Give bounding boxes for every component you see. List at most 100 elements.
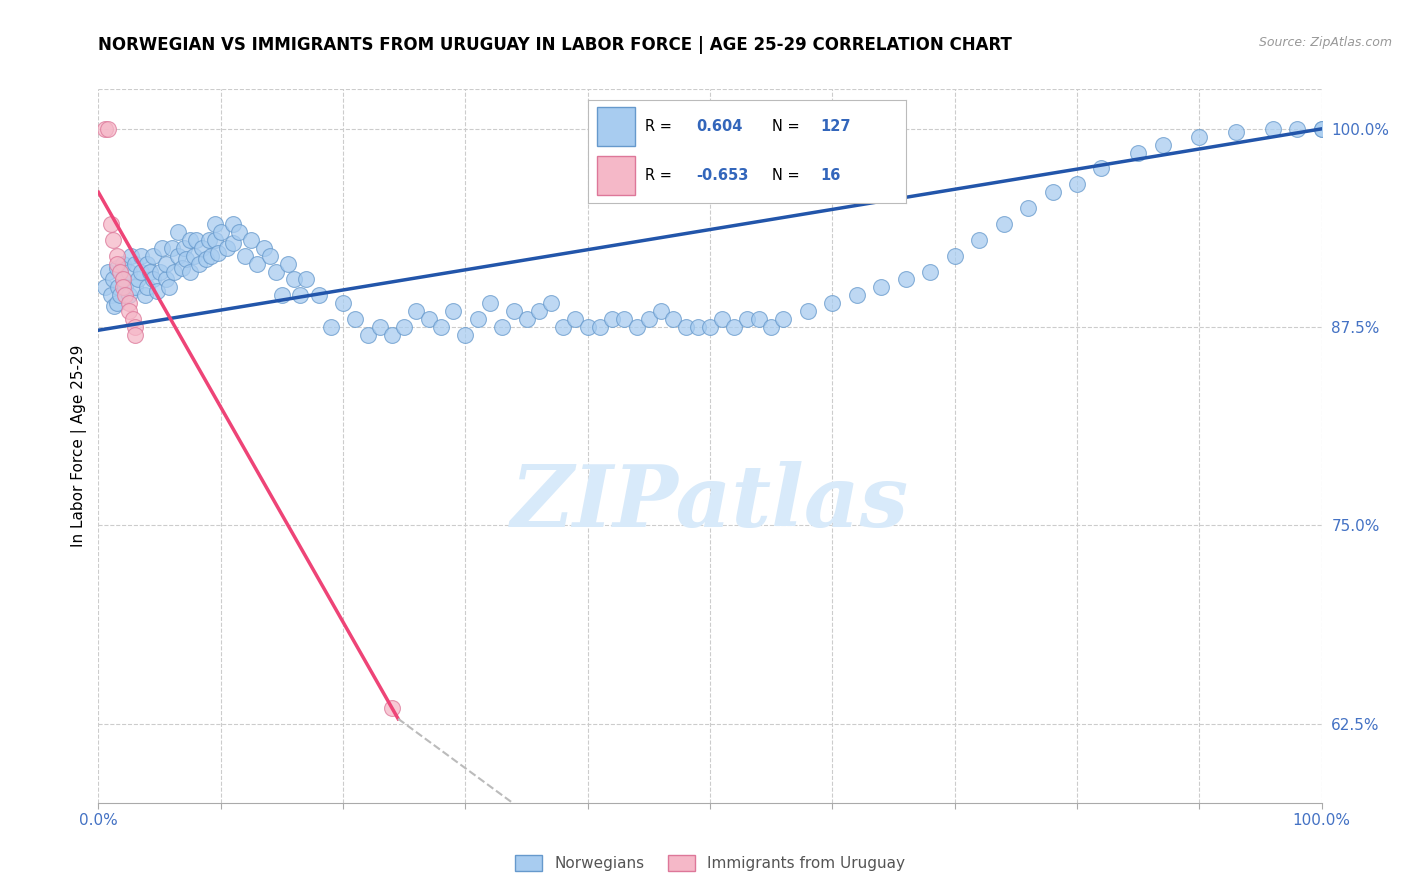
Point xyxy=(418,312,440,326)
Legend: Norwegians, Immigrants from Uruguay: Norwegians, Immigrants from Uruguay xyxy=(509,849,911,877)
Point xyxy=(735,312,758,326)
Point xyxy=(1261,121,1284,136)
Point xyxy=(121,312,143,326)
Point xyxy=(107,280,129,294)
Point xyxy=(129,264,152,278)
Point xyxy=(97,264,120,278)
Point xyxy=(191,241,214,255)
Point xyxy=(127,272,149,286)
Point xyxy=(93,121,115,136)
Point xyxy=(149,264,172,278)
Point xyxy=(368,320,391,334)
Point xyxy=(101,233,124,247)
Point xyxy=(1188,129,1211,144)
Point xyxy=(332,296,354,310)
Point xyxy=(259,249,281,263)
Point xyxy=(173,241,195,255)
Point xyxy=(142,272,165,286)
Point xyxy=(183,249,205,263)
Point xyxy=(920,264,942,278)
Point xyxy=(186,233,208,247)
Point xyxy=(155,257,177,271)
Point xyxy=(295,272,318,286)
Point xyxy=(967,233,990,247)
Point xyxy=(515,312,537,326)
Point xyxy=(1066,178,1088,192)
Point xyxy=(392,320,416,334)
Point xyxy=(381,700,404,714)
Point xyxy=(1225,125,1247,139)
Point xyxy=(136,280,159,294)
Point xyxy=(136,257,159,271)
Point xyxy=(118,304,141,318)
Text: Source: ZipAtlas.com: Source: ZipAtlas.com xyxy=(1258,36,1392,49)
Y-axis label: In Labor Force | Age 25-29: In Labor Force | Age 25-29 xyxy=(72,345,87,547)
Point xyxy=(993,217,1015,231)
Point xyxy=(167,225,190,239)
Point xyxy=(650,304,672,318)
Point xyxy=(157,280,180,294)
Point xyxy=(711,312,734,326)
Point xyxy=(146,284,169,298)
Point xyxy=(478,296,501,310)
Point xyxy=(204,233,226,247)
Point xyxy=(134,288,156,302)
Point xyxy=(772,312,794,326)
Point xyxy=(319,320,342,334)
Point xyxy=(1042,186,1064,200)
Point xyxy=(553,320,575,334)
Point xyxy=(150,241,173,255)
Point xyxy=(111,272,134,286)
Point xyxy=(142,249,165,263)
Point xyxy=(252,241,274,255)
Point xyxy=(894,272,917,286)
Point xyxy=(105,249,128,263)
Point xyxy=(120,249,142,263)
Point xyxy=(118,296,141,310)
Point xyxy=(264,264,287,278)
Point xyxy=(1310,121,1333,136)
Point xyxy=(195,252,218,266)
Point xyxy=(699,320,721,334)
Point xyxy=(637,312,661,326)
Point xyxy=(105,261,128,276)
Point xyxy=(405,304,427,318)
Point xyxy=(163,264,186,278)
Point xyxy=(675,320,697,334)
Point xyxy=(277,257,299,271)
Point xyxy=(430,320,453,334)
Point xyxy=(222,217,245,231)
Point xyxy=(101,272,124,286)
Point xyxy=(110,288,132,302)
Point xyxy=(761,320,783,334)
Point xyxy=(527,304,550,318)
Point xyxy=(124,320,146,334)
Point xyxy=(356,328,378,343)
Point xyxy=(118,288,141,302)
Point xyxy=(111,257,134,271)
Point xyxy=(170,261,193,276)
Point xyxy=(124,280,146,294)
Point xyxy=(943,249,966,263)
Point xyxy=(540,296,562,310)
Point xyxy=(167,249,190,263)
Point xyxy=(613,312,636,326)
Point xyxy=(179,264,201,278)
Point xyxy=(1017,201,1039,215)
Point xyxy=(283,272,305,286)
Point xyxy=(845,288,868,302)
Point xyxy=(124,328,146,343)
Point xyxy=(491,320,513,334)
Point xyxy=(1310,121,1333,136)
Text: ZIPatlas: ZIPatlas xyxy=(510,461,910,545)
Point xyxy=(626,320,648,334)
Point xyxy=(467,312,489,326)
Point xyxy=(176,252,198,266)
Point xyxy=(686,320,709,334)
Point xyxy=(1152,137,1174,152)
Point xyxy=(344,312,367,326)
Text: NORWEGIAN VS IMMIGRANTS FROM URUGUAY IN LABOR FORCE | AGE 25-29 CORRELATION CHAR: NORWEGIAN VS IMMIGRANTS FROM URUGUAY IN … xyxy=(98,36,1012,54)
Point xyxy=(228,225,250,239)
Point xyxy=(105,257,128,271)
Point xyxy=(97,121,120,136)
